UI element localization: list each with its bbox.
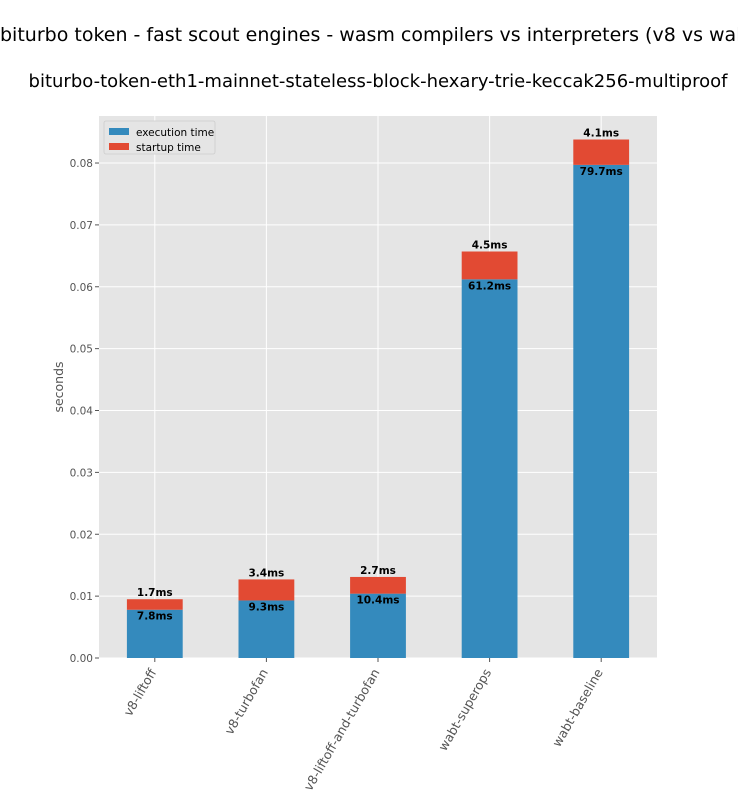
chart-title: biturbo-token-eth1-mainnet-stateless-blo… — [28, 71, 728, 92]
y-tick-label: 0.02 — [70, 529, 93, 541]
data-label-execution-time: 9.3ms — [249, 601, 285, 613]
x-tick-label: wabt-baseline — [549, 666, 606, 750]
x-tick-label: v8-liftoff-and-turbofan — [300, 666, 382, 793]
data-label-startup-time: 3.4ms — [249, 567, 285, 579]
x-tick-label: v8-liftoff — [120, 666, 159, 719]
bar-startup-time — [573, 139, 630, 165]
bar-execution-time — [238, 600, 295, 658]
y-axis-label: seconds — [51, 361, 66, 412]
legend-swatch — [109, 128, 129, 135]
legend-label: startup time — [136, 142, 201, 154]
data-label-startup-time: 2.7ms — [360, 565, 396, 577]
data-label-startup-time: 4.1ms — [583, 128, 619, 140]
y-tick-label: 0.05 — [70, 344, 93, 356]
y-tick-label: 0.03 — [70, 467, 93, 479]
y-tick-label: 0.07 — [70, 220, 93, 232]
y-tick-label: 0.00 — [70, 653, 93, 665]
legend-swatch — [109, 143, 129, 150]
y-tick-label: 0.06 — [70, 282, 94, 294]
bar-execution-time — [461, 279, 518, 658]
bar-startup-time — [461, 251, 518, 280]
bar-startup-time — [350, 576, 406, 594]
y-tick-label: 0.04 — [70, 406, 94, 418]
data-label-execution-time: 61.2ms — [468, 280, 511, 292]
x-tick-label: v8-turbofan — [221, 666, 271, 737]
chart-suptitle: biturbo token - fast scout engines - was… — [0, 24, 738, 46]
bar-execution-time — [126, 609, 183, 658]
bar-startup-time — [238, 579, 295, 601]
data-label-execution-time: 79.7ms — [580, 166, 623, 178]
data-label-startup-time: 4.5ms — [472, 240, 508, 252]
data-label-execution-time: 10.4ms — [356, 595, 399, 607]
data-label-startup-time: 1.7ms — [137, 587, 173, 599]
y-tick-label: 0.08 — [70, 158, 93, 170]
x-tick-label: wabt-superops — [435, 666, 494, 753]
data-label-execution-time: 7.8ms — [137, 611, 173, 623]
bar-startup-time — [126, 599, 183, 610]
bar-execution-time — [350, 593, 406, 658]
bar-execution-time — [573, 164, 630, 658]
y-tick-label: 0.01 — [70, 591, 93, 603]
legend-box — [103, 120, 216, 155]
legend-label: execution time — [136, 127, 214, 139]
